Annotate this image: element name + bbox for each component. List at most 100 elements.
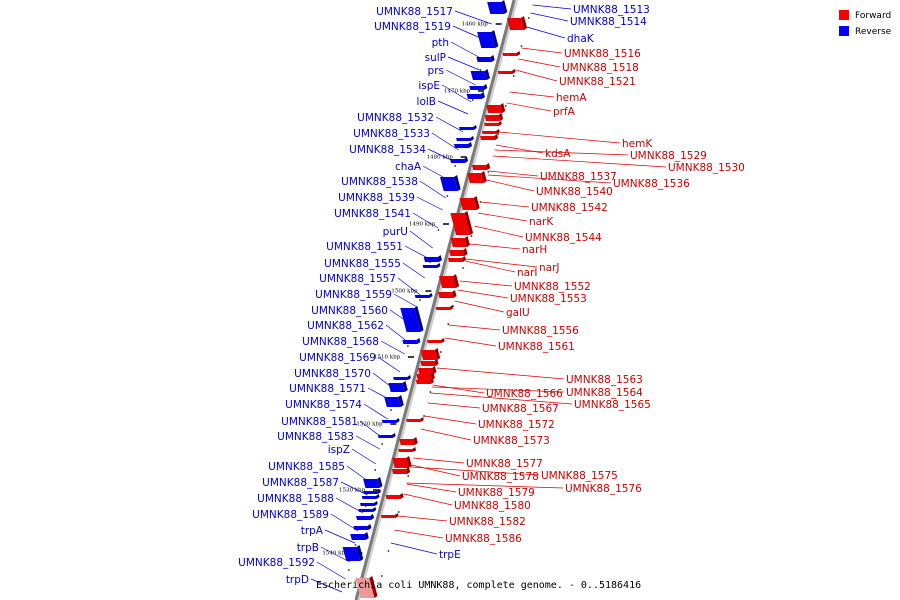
backbone-shadow	[356, 0, 518, 600]
leader-line	[441, 84, 472, 103]
forward-feature-11	[459, 196, 480, 210]
minor-mark	[470, 235, 473, 237]
gene-label-hemk: hemK	[622, 138, 653, 150]
gene-label-umnk88-1569: UMNK88_1569	[299, 352, 376, 364]
minor-mark	[348, 569, 350, 571]
leader-line	[486, 179, 535, 192]
forward-feature-18	[435, 305, 454, 310]
minor-mark	[439, 351, 442, 353]
gene-label-umnk88-1572: UMNK88_1572	[478, 419, 555, 431]
reverse-feature-5	[469, 84, 488, 90]
reverse-feature-13	[422, 263, 441, 268]
reverse-feature-28	[353, 524, 372, 530]
gene-label-umnk88-1561: UMNK88_1561	[498, 341, 575, 353]
reverse-feature-9	[453, 142, 473, 148]
forward-feature-20	[420, 348, 441, 360]
gene-label-trpb: trpB	[297, 542, 319, 554]
gene-label-umnk88-1542: UMNK88_1542	[531, 202, 608, 214]
gene-label-umnk88-1563: UMNK88_1563	[566, 374, 643, 386]
reverse-feature-22	[363, 477, 383, 488]
gene-label-umnk88-1562: UMNK88_1562	[307, 320, 384, 332]
gene-label-umnk88-1568: UMNK88_1568	[302, 336, 379, 348]
gene-label-umnk88-1571: UMNK88_1571	[289, 383, 366, 395]
minor-mark	[397, 511, 400, 513]
gene-label-umnk88-1538: UMNK88_1538	[341, 176, 418, 188]
leader-line	[351, 448, 376, 465]
gene-label-galu: galU	[506, 307, 530, 319]
leader-line	[518, 58, 561, 68]
reverse-feature-10	[450, 157, 469, 163]
minor-mark	[381, 575, 383, 577]
forward-feature-3	[497, 69, 516, 74]
gene-label-prs: prs	[428, 65, 444, 77]
gene-label-umnk88-1582: UMNK88_1582	[449, 516, 526, 528]
tick-label: 1490 kbp	[409, 222, 436, 228]
forward-feature-14	[449, 248, 468, 256]
tick-1470-kbp: 1470 kbp	[444, 89, 485, 95]
gene-label-hema: hemA	[556, 92, 587, 104]
leader-line	[437, 100, 469, 115]
forward-feature-27	[398, 447, 416, 452]
gene-label-nark: narK	[529, 216, 554, 228]
leader-line	[444, 337, 497, 347]
forward-feature-1	[506, 16, 528, 30]
leader-line	[465, 260, 516, 273]
tick-label: 1470 kbp	[444, 89, 471, 95]
forward-feature-21	[420, 359, 439, 366]
backbone-line	[354, 0, 516, 600]
gene-label-umnk88-1529: UMNK88_1529	[630, 150, 707, 162]
minor-mark	[437, 229, 440, 231]
reverse-feature-29	[350, 532, 369, 540]
leader-line	[506, 102, 552, 112]
forward-feature-15	[447, 256, 467, 262]
tick-label: 1520 kbp	[356, 422, 383, 428]
gene-label-ispz: ispZ	[328, 444, 350, 456]
gene-label-nari: narI	[517, 267, 538, 279]
minor-mark	[504, 105, 507, 107]
reverse-feature-8	[456, 136, 474, 141]
reverse-feature-27	[356, 514, 375, 520]
leader-line	[385, 324, 409, 343]
forward-feature-32	[355, 576, 378, 598]
leader-line	[409, 230, 433, 249]
minor-mark	[407, 475, 410, 477]
leader-line	[459, 280, 513, 287]
gene-label-umnk88-1518: UMNK88_1518	[562, 62, 639, 74]
tick-label: 1530 kbp	[339, 488, 366, 494]
minor-mark	[454, 165, 457, 167]
leader-line	[477, 212, 528, 222]
leader-line	[454, 10, 492, 25]
legend-label: Reverse	[855, 27, 892, 37]
gene-label-umnk88-1586: UMNK88_1586	[445, 533, 522, 545]
reverse-feature-6	[466, 92, 485, 99]
tick-marks: 1460 kbp 1470 kbp 1480 kbp 1490 kbp 1500 kbp…	[322, 11, 530, 577]
leader-line	[424, 415, 477, 425]
leader-line	[457, 289, 509, 299]
leader-line	[355, 435, 380, 450]
reverse-feature-20	[381, 418, 400, 423]
gene-label-umnk88-1559: UMNK88_1559	[315, 289, 392, 301]
forward-feature-29	[391, 467, 411, 474]
leader-line	[380, 340, 405, 355]
tick-1520-kbp: 1520 kbp	[356, 422, 397, 428]
leader-line	[435, 116, 464, 133]
leader-line	[419, 180, 447, 199]
gene-label-umnk88-1585: UMNK88_1585	[268, 461, 345, 473]
leader-line	[398, 515, 448, 522]
gene-label-umnk88-1557: UMNK88_1557	[319, 273, 396, 285]
reverse-feature-14	[414, 293, 433, 298]
minor-mark	[497, 133, 500, 135]
gene-label-umnk88-1589: UMNK88_1589	[252, 509, 329, 521]
gene-label-umnk88-1537: UMNK88_1537	[540, 171, 617, 183]
forward-feature-17	[437, 290, 457, 298]
tick-label: 1540 kbp	[322, 551, 349, 557]
legend-swatch	[839, 26, 849, 36]
tick-label: 1510 kbp	[374, 355, 401, 361]
legend: Forward Reverse	[839, 10, 892, 37]
minor-mark	[381, 443, 383, 445]
leader-line	[363, 403, 388, 420]
leader-line	[411, 464, 461, 477]
leader-line	[320, 546, 351, 563]
minor-mark	[406, 345, 409, 347]
gene-label-umnk88-1566: UMNK88_1566	[486, 388, 563, 400]
